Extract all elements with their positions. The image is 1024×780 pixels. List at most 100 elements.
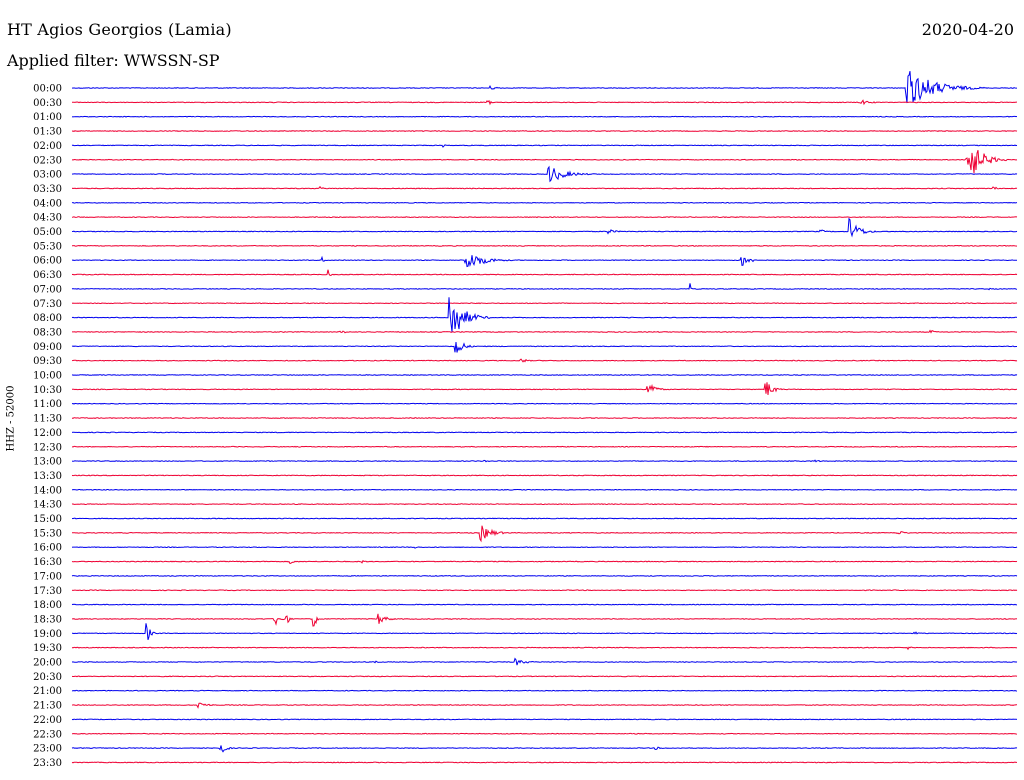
- time-label: 22:00: [33, 715, 62, 726]
- time-label: 09:00: [33, 342, 62, 353]
- time-label: 17:30: [33, 586, 62, 597]
- time-label: 01:30: [33, 127, 62, 138]
- time-label: 14:00: [33, 485, 62, 496]
- time-label: 08:00: [33, 313, 62, 324]
- trace-line-0430: [71, 216, 1018, 219]
- time-label: 13:30: [33, 471, 62, 482]
- trace-line-0400: [71, 201, 1018, 204]
- trace-line-1830: [72, 613, 1018, 627]
- time-label: 20:30: [33, 672, 62, 683]
- trace-line-1600: [71, 546, 1018, 549]
- time-label: 11:30: [33, 414, 62, 425]
- time-label: 01:00: [33, 112, 62, 123]
- trace-line-1400: [71, 488, 1018, 491]
- trace-line-2000: [71, 657, 1018, 666]
- time-label: 22:30: [33, 729, 62, 740]
- trace-line-1700: [71, 575, 1018, 577]
- trace-line-1430: [71, 503, 1018, 506]
- time-label: 13:00: [33, 457, 62, 468]
- trace-line-2030: [71, 675, 1018, 678]
- trace-line-1930: [71, 646, 1018, 651]
- trace-line-1800: [71, 603, 1018, 606]
- time-label: 04:30: [33, 213, 62, 224]
- time-label: 08:30: [33, 327, 62, 338]
- trace-line-0730: [71, 302, 1018, 305]
- time-label: 06:30: [33, 270, 62, 281]
- trace-line-0530: [72, 244, 1018, 247]
- trace-line-1530: [72, 525, 1018, 543]
- time-label: 00:00: [33, 84, 62, 95]
- time-label: 18:30: [33, 614, 62, 625]
- trace-line-1730: [71, 589, 1018, 592]
- trace-line-0930: [71, 358, 1018, 363]
- time-label: 16:00: [33, 543, 62, 554]
- trace-line-0300: [71, 165, 1018, 183]
- trace-line-2300: [71, 745, 1018, 753]
- time-label: 02:30: [33, 155, 62, 166]
- time-label: 03:30: [33, 184, 62, 195]
- trace-line-1500: [71, 517, 1018, 520]
- time-label: 10:00: [33, 371, 62, 382]
- trace-group: [71, 70, 1018, 764]
- trace-line-1330: [71, 474, 1018, 477]
- trace-line-0500: [71, 217, 1018, 238]
- time-label: 21:00: [33, 686, 62, 697]
- time-label: 16:30: [33, 557, 62, 568]
- trace-line-1230: [71, 445, 1018, 448]
- time-label: 21:30: [33, 701, 62, 712]
- time-label: 00:30: [33, 98, 62, 109]
- trace-line-1630: [71, 559, 1018, 565]
- time-label: 05:00: [33, 227, 62, 238]
- trace-line-0630: [71, 269, 1018, 276]
- trace-line-0130: [71, 130, 1018, 132]
- trace-line-2130: [72, 702, 1018, 709]
- trace-line-2230: [71, 732, 1018, 735]
- time-label: 12:00: [33, 428, 62, 439]
- trace-line-2100: [71, 689, 1017, 692]
- time-label: 15:30: [33, 528, 62, 539]
- trace-line-1200: [71, 431, 1018, 434]
- time-label: 05:30: [33, 241, 62, 252]
- time-label: 19:30: [33, 643, 62, 654]
- trace-line-1030: [71, 382, 1018, 396]
- date-label: 2020-04-20: [921, 20, 1014, 39]
- trace-line-0030: [72, 99, 1017, 106]
- time-label: 15:00: [33, 514, 62, 525]
- time-label: 10:30: [33, 385, 62, 396]
- time-label: 17:00: [33, 571, 62, 582]
- trace-line-0100: [71, 115, 1018, 118]
- trace-line-0230: [71, 150, 1018, 174]
- filter-label: Applied filter: WWSSN-SP: [7, 51, 220, 70]
- trace-line-0330: [71, 185, 1018, 190]
- trace-line-0200: [71, 144, 1018, 148]
- trace-line-2330: [71, 761, 1017, 764]
- trace-line-0600: [71, 255, 1017, 268]
- trace-line-0000: [71, 70, 1017, 104]
- time-label: 23:30: [33, 758, 62, 769]
- trace-line-0800: [71, 297, 1018, 333]
- trace-line-0830: [72, 329, 1017, 334]
- time-label: 23:00: [33, 744, 62, 755]
- time-label: 07:00: [33, 284, 62, 295]
- time-label: 19:00: [33, 629, 62, 640]
- trace-line-0700: [71, 283, 1018, 291]
- trace-line-0900: [71, 341, 1017, 353]
- time-label-group: 00:00 00:30 01:00 01:30 02:00 02:30 03:00 03:30…: [33, 84, 62, 769]
- time-label: 02:00: [33, 141, 62, 152]
- time-label: 11:00: [33, 399, 62, 410]
- time-label: 09:30: [33, 356, 62, 367]
- station-title: HT Agios Georgios (Lamia): [7, 20, 232, 39]
- trace-line-1300: [71, 459, 1018, 463]
- time-label: 07:30: [33, 299, 62, 310]
- time-label: 20:00: [33, 658, 62, 669]
- trace-line-1100: [71, 402, 1018, 405]
- time-label: 04:00: [33, 198, 62, 209]
- time-label: 06:00: [33, 256, 62, 267]
- trace-line-1900: [72, 623, 1018, 640]
- trace-line-1000: [71, 374, 1018, 376]
- trace-line-2200: [71, 718, 1018, 721]
- time-label: 12:30: [33, 442, 62, 453]
- time-label: 14:30: [33, 500, 62, 511]
- time-label: 18:00: [33, 600, 62, 611]
